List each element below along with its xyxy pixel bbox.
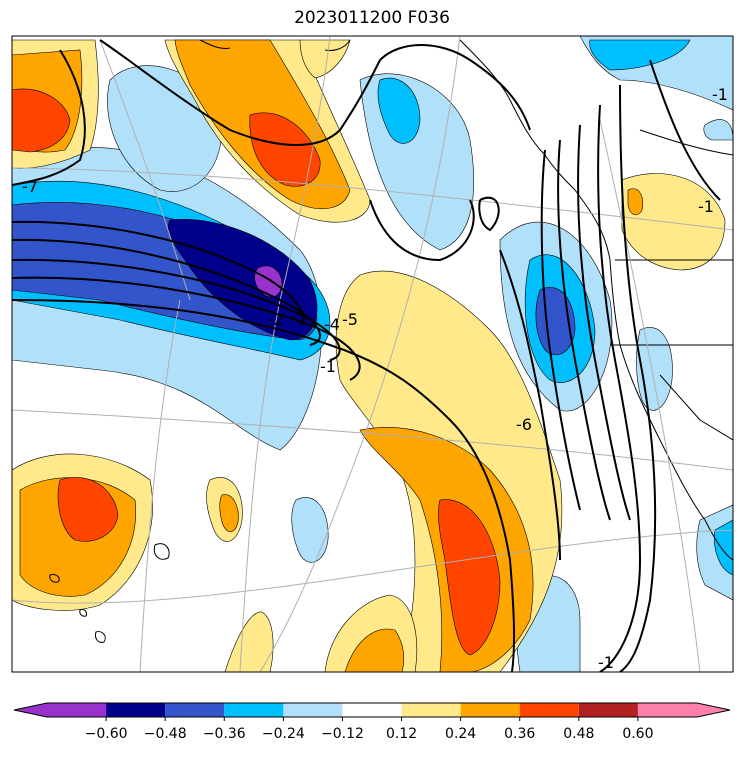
colorbar-tick-label: −0.24 [262,726,305,742]
contour-label: -1 [598,653,614,672]
colorbar-outline [13,702,731,718]
contour-label: -7 [22,177,38,196]
colorbar-segment [224,703,284,717]
colorbar-tick-label: −0.48 [144,726,187,742]
contour-label: -3 [290,307,306,326]
map-frame [11,35,734,673]
colorbar-min-arrow [14,703,47,717]
colorbar-segment [165,703,225,717]
colorbar-segments [13,702,731,718]
colorbar-tick-label: 0.24 [445,726,476,742]
colorbar-tick-label: −0.36 [203,726,246,742]
shade-neg-060 [167,219,318,341]
colorbar-segment [460,703,520,717]
contour-labels: -7 -2 -3 -4 -5 -1 -6 -1 -1 -1 [22,85,728,672]
colorbar-tick-label: −0.60 [85,726,128,742]
contour-label: -1 [712,85,728,104]
colorbar-ticks: −0.60 −0.48 −0.36 −0.24 −0.12 0.12 0.24 0.36 0.4… [85,717,653,742]
contour-label: -2 [268,310,284,329]
colorbar-tick-label: 0.60 [622,726,653,742]
contours [12,39,721,672]
colorbar-segment [637,703,697,717]
colorbar-tick-label: 0.36 [504,726,535,742]
contour-label: -4 [324,315,340,334]
colorbar-segment [401,703,461,717]
colorbar-segment [47,703,107,717]
colorbar-tick-label: 0.48 [563,726,594,742]
colorbar-tick-label: 0.12 [386,726,417,742]
colorbar-max-arrow [697,703,730,717]
colorbar-segment [283,703,343,717]
colorbar-segment [578,703,638,717]
colorbar-tick-label: −0.12 [321,726,364,742]
coastlines [49,39,733,643]
contour-label: -6 [516,415,532,434]
colorbar-segment [519,703,579,717]
shade-pos-036 [12,88,501,656]
colorbar-segment [106,703,166,717]
contour-label: -1 [698,197,714,216]
graticule [12,36,733,672]
map-title: 2023011200 F036 [294,8,450,28]
contour-label: -1 [320,357,336,376]
colorbar-segment [342,703,402,717]
contour-label: -5 [342,310,358,329]
